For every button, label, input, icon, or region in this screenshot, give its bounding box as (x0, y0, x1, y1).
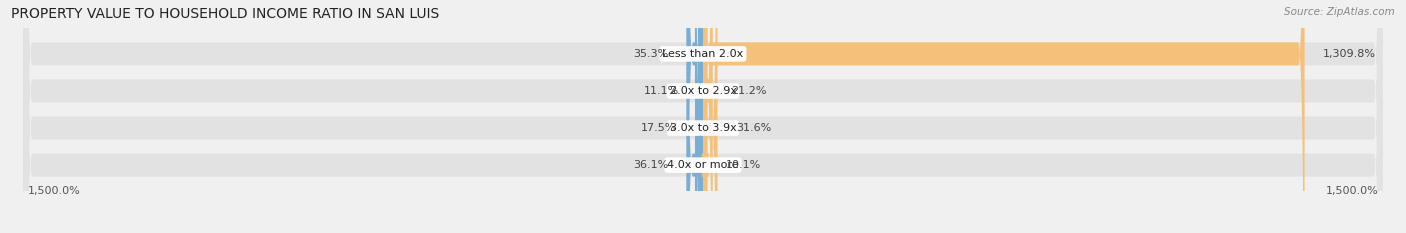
FancyBboxPatch shape (686, 0, 703, 233)
Text: 3.0x to 3.9x: 3.0x to 3.9x (669, 123, 737, 133)
Text: 35.3%: 35.3% (633, 49, 668, 59)
FancyBboxPatch shape (695, 0, 703, 233)
FancyBboxPatch shape (703, 0, 1305, 233)
FancyBboxPatch shape (24, 0, 1382, 233)
Text: 17.5%: 17.5% (641, 123, 676, 133)
FancyBboxPatch shape (24, 0, 1382, 233)
Text: 10.1%: 10.1% (725, 160, 761, 170)
FancyBboxPatch shape (24, 0, 1382, 233)
Text: 31.6%: 31.6% (735, 123, 770, 133)
Text: 11.1%: 11.1% (644, 86, 679, 96)
FancyBboxPatch shape (703, 0, 717, 233)
FancyBboxPatch shape (686, 0, 703, 233)
Text: PROPERTY VALUE TO HOUSEHOLD INCOME RATIO IN SAN LUIS: PROPERTY VALUE TO HOUSEHOLD INCOME RATIO… (11, 7, 440, 21)
Text: 1,500.0%: 1,500.0% (28, 186, 80, 196)
FancyBboxPatch shape (696, 0, 704, 233)
Text: 4.0x or more: 4.0x or more (668, 160, 738, 170)
FancyBboxPatch shape (24, 0, 1382, 233)
Text: Source: ZipAtlas.com: Source: ZipAtlas.com (1284, 7, 1395, 17)
Text: 1,309.8%: 1,309.8% (1323, 49, 1376, 59)
Text: 1,500.0%: 1,500.0% (1326, 186, 1378, 196)
Text: 2.0x to 2.9x: 2.0x to 2.9x (669, 86, 737, 96)
FancyBboxPatch shape (703, 0, 713, 233)
FancyBboxPatch shape (702, 0, 710, 233)
Text: 36.1%: 36.1% (633, 160, 668, 170)
Text: Less than 2.0x: Less than 2.0x (662, 49, 744, 59)
Text: 21.2%: 21.2% (731, 86, 766, 96)
